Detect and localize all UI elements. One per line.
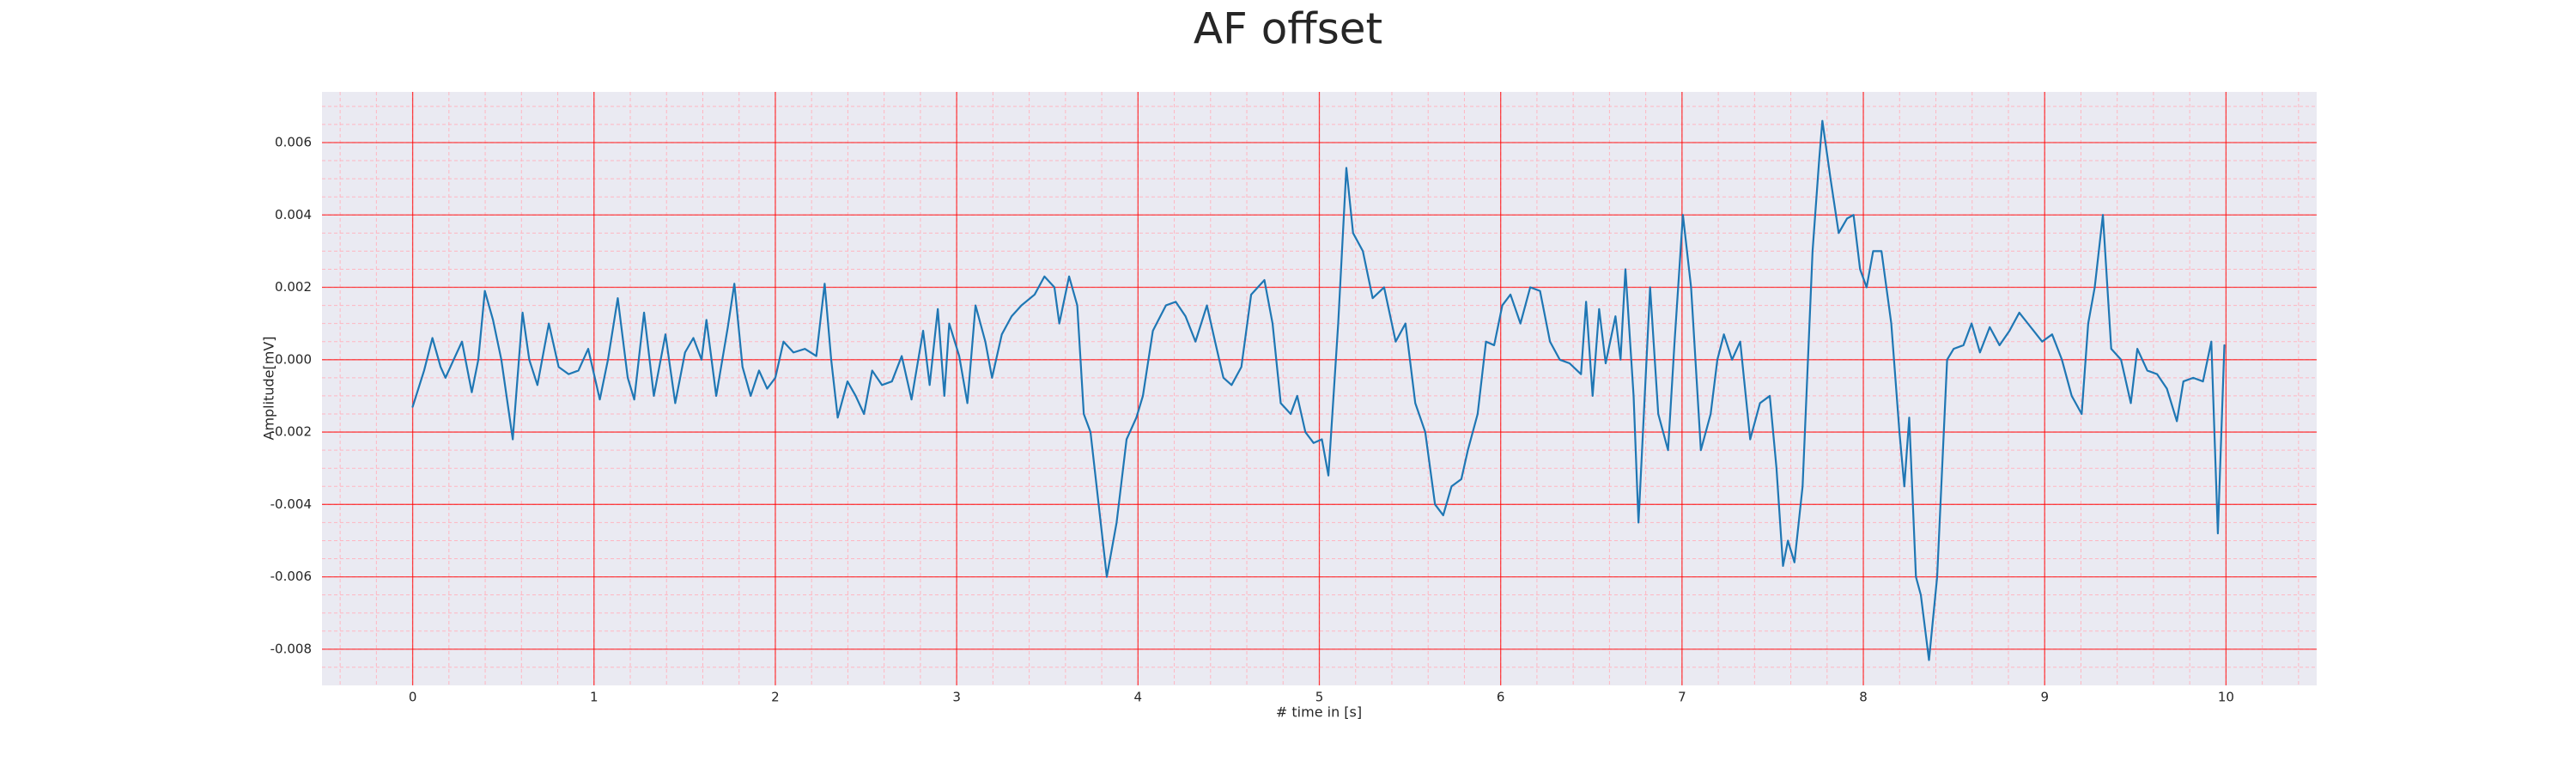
x-tick-label: 5 xyxy=(1315,690,1324,705)
x-tick-label: 9 xyxy=(2040,690,2049,705)
data-line xyxy=(411,119,2226,661)
y-tick-label: -0.004 xyxy=(270,496,312,512)
y-tick-label: -0.008 xyxy=(270,641,312,656)
x-axis-label: # time in [s] xyxy=(1276,704,1362,721)
chart-title: AF offset xyxy=(1194,4,1382,54)
marks xyxy=(411,119,2226,661)
grid xyxy=(322,92,2317,685)
y-tick-label: 0.006 xyxy=(275,134,312,149)
y-axis-label: Amplitude[mV] xyxy=(261,336,277,440)
x-tick-label: 7 xyxy=(1678,690,1686,705)
y-tick-label: 0.000 xyxy=(275,351,312,367)
labels: 0 1 2 3 4 5 6 7 8 9 10 -0.008 -0.006 -0.004 -0.002 0.00… xyxy=(270,134,2234,704)
y-tick-label: -0.002 xyxy=(270,424,312,440)
x-tick-label: 1 xyxy=(590,690,598,705)
y-tick-label: 0.004 xyxy=(275,207,312,222)
x-tick-label: 4 xyxy=(1134,690,1143,705)
x-tick-label: 0 xyxy=(409,690,417,705)
y-tick-label: 0.002 xyxy=(275,279,312,295)
x-tick-label: 2 xyxy=(771,690,780,705)
x-tick-label: 6 xyxy=(1497,690,1505,705)
y-tick-label: -0.006 xyxy=(270,569,312,584)
x-tick-label: 8 xyxy=(1859,690,1868,705)
x-tick-label: 3 xyxy=(952,690,961,705)
x-tick-label: 10 xyxy=(2218,690,2234,705)
